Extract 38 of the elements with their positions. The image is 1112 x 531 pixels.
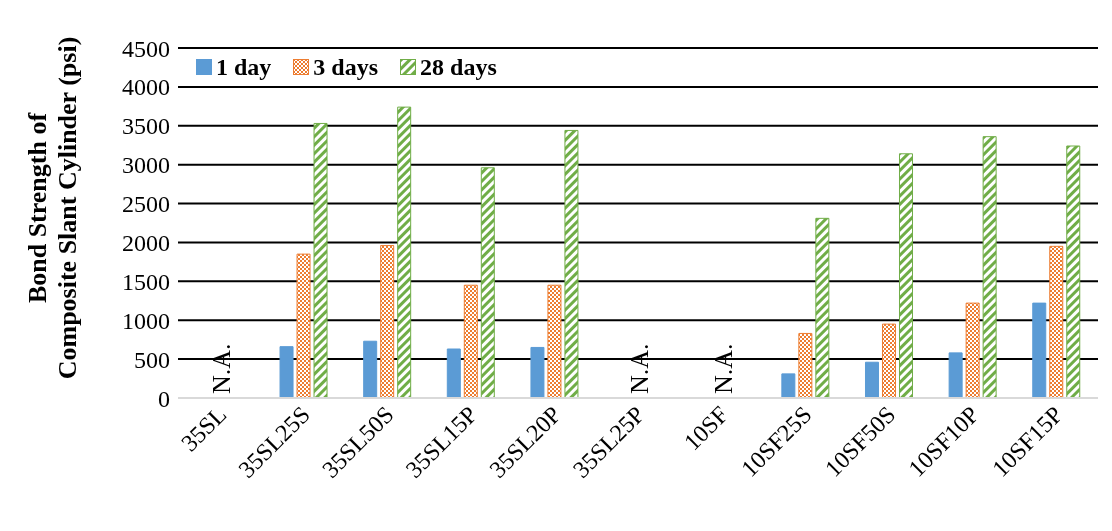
y-tick-label: 1000 — [122, 307, 170, 334]
bar — [881, 323, 896, 398]
bar — [965, 302, 980, 398]
y-tick-label: 0 — [158, 385, 170, 412]
bar — [1049, 245, 1064, 398]
legend-label: 28 days — [419, 53, 497, 82]
y-tick-label: 3000 — [122, 152, 170, 179]
bar — [446, 348, 461, 398]
bar — [380, 245, 395, 398]
bar — [279, 346, 294, 398]
bar — [313, 122, 328, 398]
y-tick-label: 500 — [134, 346, 170, 373]
bar — [798, 332, 813, 398]
bar — [982, 136, 997, 398]
y-tick-label: 3500 — [122, 113, 170, 140]
bar — [815, 217, 830, 398]
y-tick-label: 2000 — [122, 229, 170, 256]
y-axis-title: Bond Strength of Composite Slant Cylinder (psi) — [23, 36, 83, 380]
legend-label: 1 day — [215, 53, 272, 82]
bar — [898, 153, 913, 398]
y-tick-label: 4000 — [122, 74, 170, 101]
bar — [480, 167, 495, 398]
bar — [463, 284, 478, 398]
bar — [547, 284, 562, 398]
legend-label: 3 days — [312, 53, 379, 82]
bar — [564, 129, 579, 398]
bar — [397, 106, 412, 398]
y-tick-label: 2500 — [122, 191, 170, 218]
bar — [296, 253, 311, 398]
bar — [1066, 145, 1081, 398]
y-tick-label: 4500 — [122, 35, 170, 62]
bar — [864, 361, 879, 398]
bar — [363, 340, 378, 398]
bar — [530, 346, 545, 398]
y-tick-label: 1500 — [122, 268, 170, 295]
bar — [948, 352, 963, 398]
bar — [781, 373, 796, 398]
bar — [1032, 302, 1047, 398]
